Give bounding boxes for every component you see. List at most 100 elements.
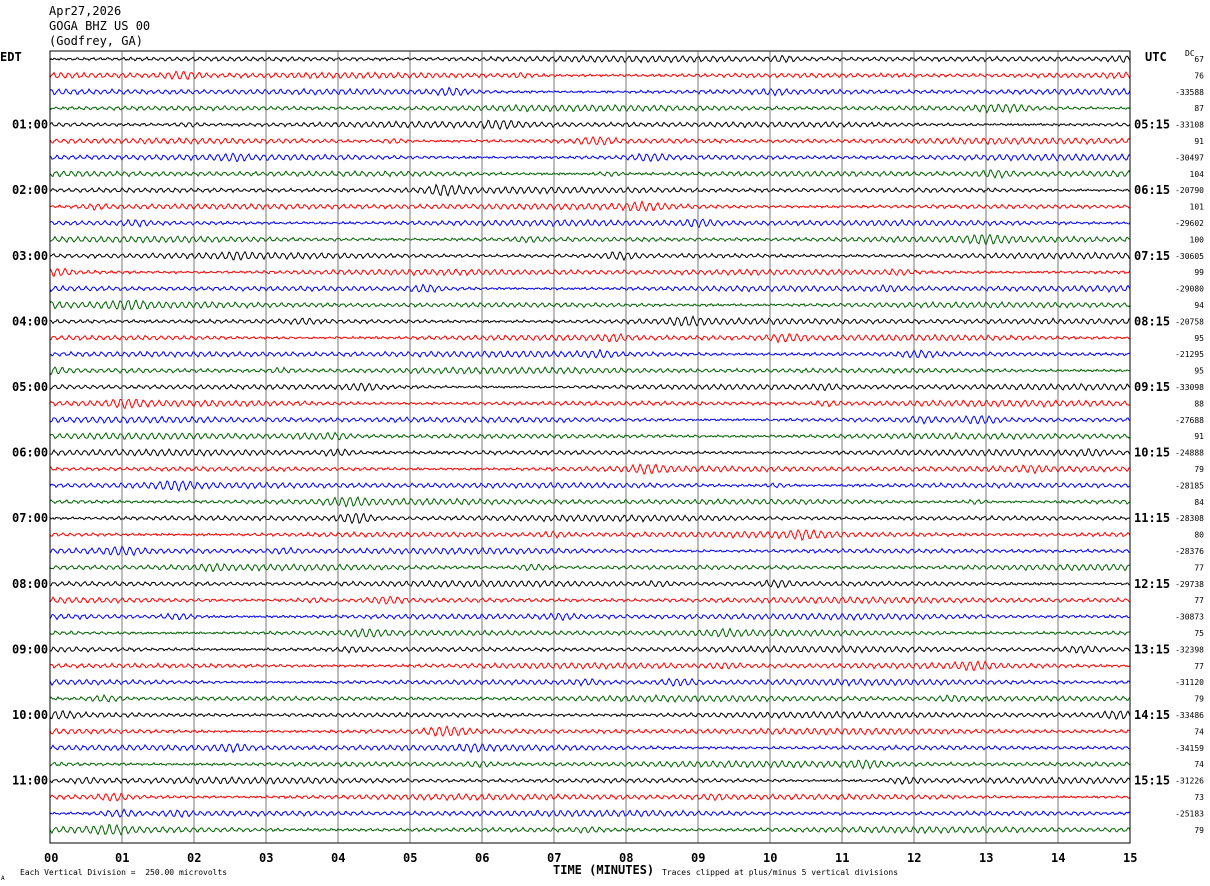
dc-offset-label: -29738: [1175, 580, 1204, 589]
header-location: (Godfrey, GA): [49, 34, 143, 48]
dc-offset-label: -33486: [1175, 711, 1204, 720]
trace-row-22: [49, 398, 1131, 410]
trace-row-19: [49, 348, 1131, 359]
trace-row-23: [49, 414, 1131, 425]
dc-offset-label: 88: [1194, 399, 1204, 408]
utc-hour-label: 09:15: [1134, 380, 1170, 394]
dc-offset-label: 74: [1194, 727, 1204, 736]
trace-row-10: [49, 200, 1131, 212]
dc-offset-label: 87: [1194, 104, 1204, 113]
x-tick-label: 03: [259, 851, 273, 865]
trace-row-38: [49, 660, 1131, 672]
header-date: Apr27,2026: [49, 4, 122, 18]
dc-offset-label: -33108: [1175, 121, 1204, 130]
trace-row-12: [49, 233, 1131, 247]
dc-offset-label: 100: [1190, 235, 1205, 244]
dc-offset-label: 84: [1194, 498, 1204, 507]
right-zone-label: UTC: [1145, 50, 1167, 64]
dc-offset-label: 79: [1194, 695, 1204, 704]
trace-row-35: [49, 612, 1131, 622]
trace-row-42: [49, 725, 1131, 737]
trace-row-9: [49, 183, 1131, 197]
trace-row-26: [49, 463, 1131, 475]
trace-row-47: [49, 808, 1131, 819]
trace-row-43: [49, 743, 1131, 754]
dc-offset-label: 73: [1194, 793, 1204, 802]
edt-hour-label: 01:00: [12, 118, 48, 132]
x-tick-label: 02: [187, 851, 201, 865]
trace-row-39: [49, 677, 1131, 687]
x-tick-label: 08: [619, 851, 633, 865]
x-tick-label: 13: [979, 851, 993, 865]
dc-offset-label: -30497: [1175, 153, 1204, 162]
dc-offset-label: 94: [1194, 301, 1204, 310]
edt-hour-label: 07:00: [12, 511, 48, 525]
dc-offset-label: -28376: [1175, 547, 1204, 556]
edt-hour-label: 08:00: [12, 577, 48, 591]
x-tick-label: 12: [907, 851, 921, 865]
dc-offset-label: -29080: [1175, 285, 1204, 294]
trace-row-37: [49, 644, 1131, 655]
edt-hour-label: 10:00: [12, 708, 48, 722]
left-zone-label: EDT: [0, 50, 22, 64]
trace-row-41: [49, 709, 1131, 720]
trace-row-31: [49, 545, 1131, 557]
trace-row-6: [49, 135, 1131, 146]
dc-offset-label: 101: [1190, 203, 1205, 212]
trace-row-14: [49, 267, 1131, 278]
x-axis-title: TIME (MINUTES): [553, 863, 654, 877]
edt-hour-label: 11:00: [12, 774, 48, 788]
x-tick-label: 00: [44, 851, 58, 865]
utc-hour-label: 08:15: [1134, 314, 1170, 328]
corner-mark: A: [1, 875, 5, 882]
scale-note: Each Vertical Division = 250.00 microvol…: [20, 868, 227, 877]
dc-offset-label: -31120: [1175, 678, 1204, 687]
dc-offset-label: 91: [1194, 137, 1204, 146]
trace-row-28: [49, 495, 1131, 508]
dc-offset-label: 67: [1194, 55, 1204, 64]
trace-row-4: [49, 103, 1131, 114]
dc-offset-label: -33098: [1175, 383, 1204, 392]
x-tick-label: 01: [115, 851, 129, 865]
trace-layer: [49, 54, 1131, 836]
utc-hour-label: 12:15: [1134, 577, 1170, 591]
edt-hour-label: 03:00: [12, 249, 48, 263]
dc-offset-label: -33588: [1175, 88, 1204, 97]
dc-offset-label: 91: [1194, 432, 1204, 441]
edt-hour-label: 06:00: [12, 446, 48, 460]
dc-offset-label: -27688: [1175, 416, 1204, 425]
dc-offset-label: 79: [1194, 465, 1204, 474]
header-station: GOGA BHZ US 00: [49, 19, 151, 33]
trace-row-32: [49, 562, 1131, 573]
utc-hour-label: 07:15: [1134, 249, 1170, 263]
dc-offset-label: -30605: [1175, 252, 1204, 261]
edt-hour-label: 04:00: [12, 314, 48, 328]
dc-offset-label: -34159: [1175, 744, 1204, 753]
trace-row-29: [49, 512, 1131, 525]
trace-row-1: [49, 54, 1131, 64]
dc-offset-label: 79: [1194, 826, 1204, 835]
utc-hour-label: 13:15: [1134, 642, 1170, 656]
grid-layer: [49, 50, 1131, 844]
utc-hour-label: 11:15: [1134, 511, 1170, 525]
x-tick-label: 11: [835, 851, 849, 865]
trace-row-48: [49, 823, 1131, 836]
dc-offset-label: 76: [1194, 71, 1204, 80]
dc-offset-label: -20758: [1175, 317, 1204, 326]
utc-hour-label: 10:15: [1134, 446, 1170, 460]
plot-frame: [49, 50, 1131, 844]
trace-row-3: [49, 86, 1131, 97]
trace-row-44: [49, 759, 1131, 770]
utc-hour-label: 05:15: [1134, 118, 1170, 132]
dc-offset-label: 75: [1194, 629, 1204, 638]
x-tick-label: 15: [1123, 851, 1137, 865]
trace-row-45: [49, 776, 1131, 785]
dc-offset-label: -20790: [1175, 186, 1204, 195]
trace-row-13: [49, 250, 1131, 262]
dc-offset-label: -24888: [1175, 449, 1204, 458]
dc-offset-label: -32398: [1175, 645, 1204, 654]
trace-row-18: [49, 332, 1131, 344]
dc-offset-label: 74: [1194, 760, 1204, 769]
x-tick-label: 09: [691, 851, 705, 865]
